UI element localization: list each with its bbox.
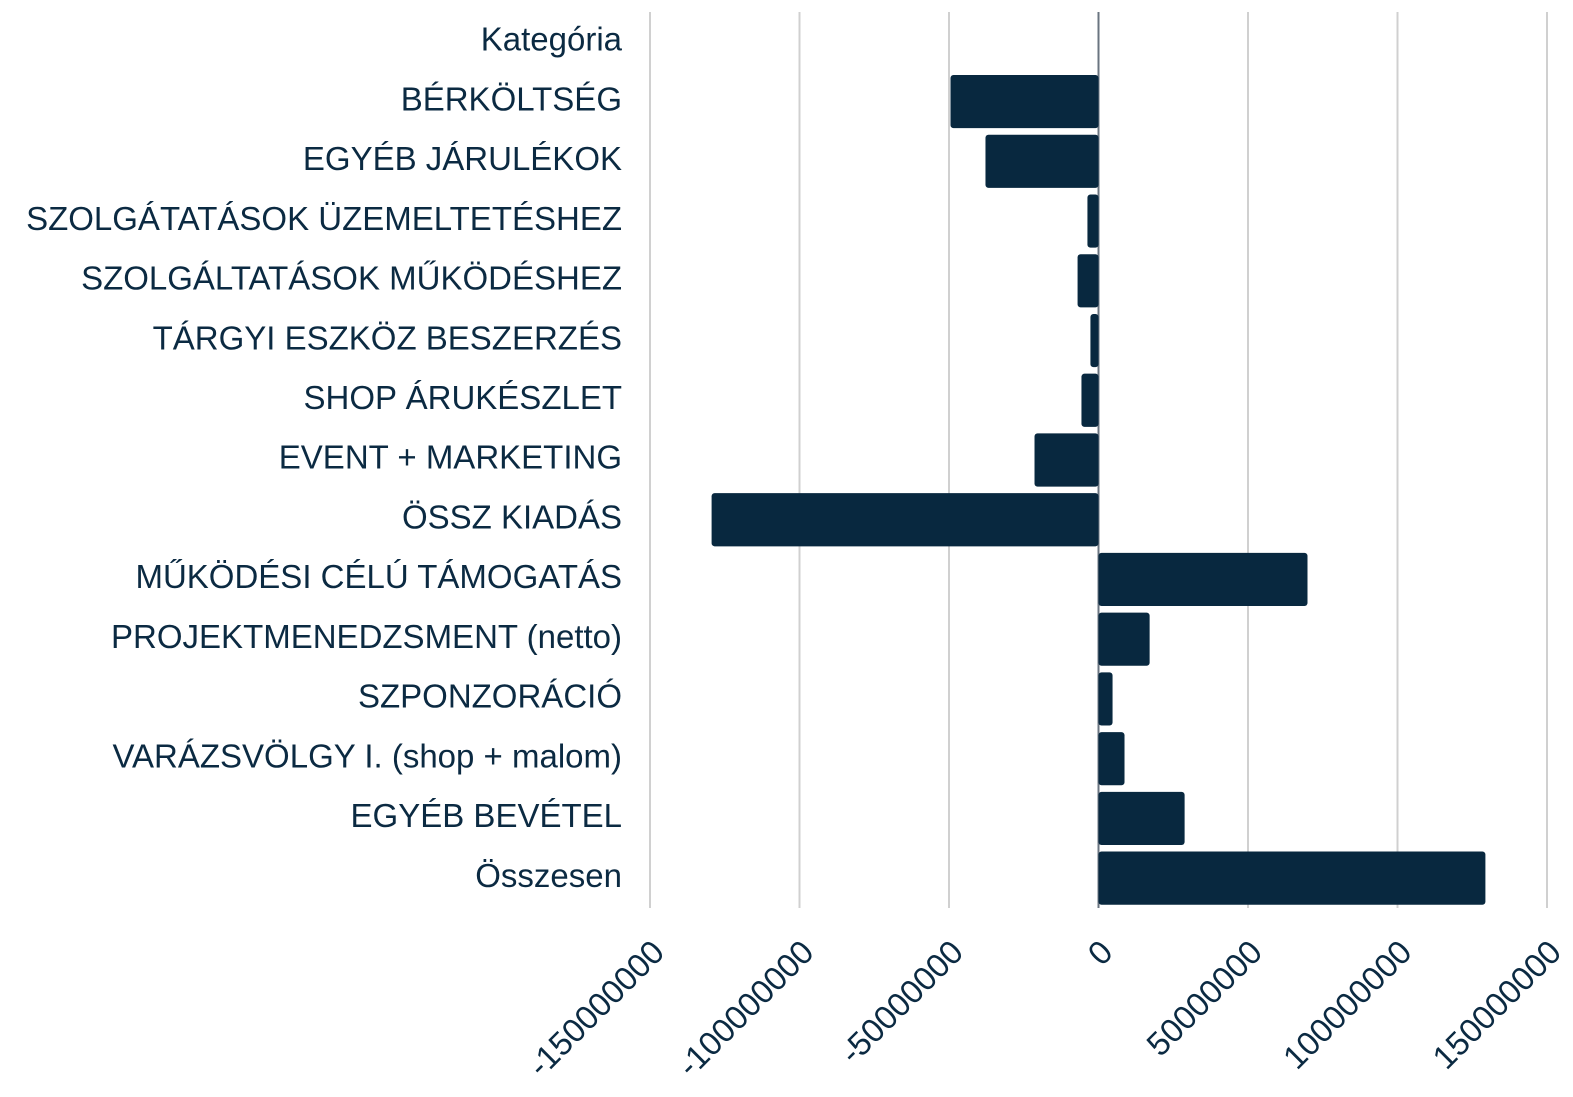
bar — [1090, 313, 1099, 368]
x-tick-label: -100000000 — [670, 933, 821, 1084]
y-tick-label: SHOP ÁRUKÉSZLET — [304, 379, 622, 416]
y-tick-label: TÁRGYI ESZKÖZ BESZERZÉS — [153, 319, 622, 356]
bar — [1098, 552, 1308, 607]
y-tick-label: EVENT + MARKETING — [279, 439, 622, 476]
bar — [1098, 732, 1125, 786]
bar — [1087, 194, 1099, 248]
y-tick-label: SZOLGÁLTATÁSOK MŰKÖDÉSHEZ — [81, 260, 622, 297]
bar — [1098, 672, 1113, 726]
bar — [1098, 791, 1185, 845]
bar — [950, 75, 1099, 129]
bar — [985, 134, 1099, 188]
y-tick-label: EGYÉB BEVÉTEL — [351, 797, 622, 834]
bar — [1098, 612, 1150, 666]
y-tick-label: EGYÉB JÁRULÉKOK — [303, 140, 622, 177]
x-tick-label: 50000000 — [1139, 933, 1269, 1063]
bar — [1034, 433, 1099, 487]
x-tick-label: 150000000 — [1425, 933, 1568, 1076]
y-tick-label: PROJEKTMENEDZSMENT (netto) — [111, 618, 622, 655]
y-tick-label: Összesen — [475, 857, 622, 894]
bar — [1098, 851, 1486, 905]
y-tick-label: Kategória — [481, 21, 623, 58]
x-tick-label: 100000000 — [1276, 933, 1419, 1076]
x-tick-label: -150000000 — [520, 933, 671, 1084]
bar — [711, 493, 1099, 547]
x-tick-label: 0 — [1080, 933, 1119, 972]
y-tick-label: ÖSSZ KIADÁS — [402, 498, 622, 535]
y-tick-label: SZPONZORÁCIÓ — [358, 678, 622, 715]
y-tick-label: BÉRKÖLTSÉG — [401, 80, 622, 117]
bar — [1077, 254, 1099, 308]
y-tick-label: VARÁZSVÖLGY I. (shop + malom) — [112, 737, 622, 774]
y-tick-label: MŰKÖDÉSI CÉLÚ TÁMOGATÁS — [135, 558, 622, 595]
bar — [1081, 373, 1099, 427]
x-tick-label: -50000000 — [832, 933, 970, 1071]
y-tick-label: SZOLGÁTATÁSOK ÜZEMELTETÉSHEZ — [26, 200, 622, 237]
